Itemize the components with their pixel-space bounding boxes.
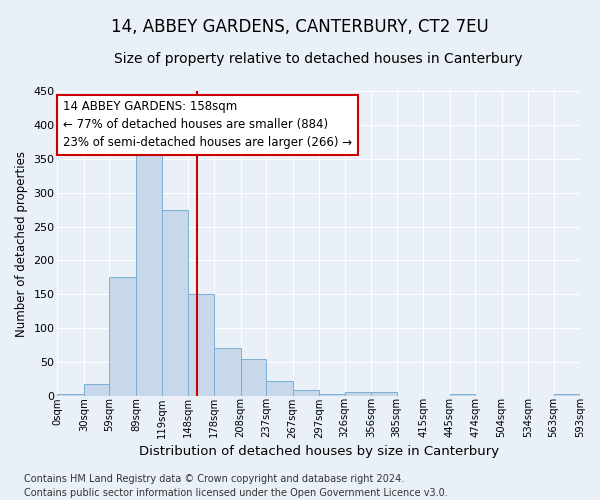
Bar [109,278,136,396]
Bar [449,394,475,396]
Bar [554,394,580,396]
Bar [241,358,266,396]
Bar [319,394,345,396]
Bar [266,381,293,396]
Y-axis label: Number of detached properties: Number of detached properties [15,150,28,336]
Bar [136,149,163,396]
Text: Contains HM Land Registry data © Crown copyright and database right 2024.
Contai: Contains HM Land Registry data © Crown c… [24,474,448,498]
Text: 14, ABBEY GARDENS, CANTERBURY, CT2 7EU: 14, ABBEY GARDENS, CANTERBURY, CT2 7EU [111,18,489,36]
Bar [371,392,397,396]
Bar [188,294,214,396]
Text: 14 ABBEY GARDENS: 158sqm
← 77% of detached houses are smaller (884)
23% of semi-: 14 ABBEY GARDENS: 158sqm ← 77% of detach… [62,100,352,150]
Bar [214,348,241,396]
Bar [163,210,188,396]
Bar [293,390,319,396]
Title: Size of property relative to detached houses in Canterbury: Size of property relative to detached ho… [115,52,523,66]
Bar [345,392,371,396]
X-axis label: Distribution of detached houses by size in Canterbury: Distribution of detached houses by size … [139,444,499,458]
Bar [58,394,84,396]
Bar [84,384,109,396]
